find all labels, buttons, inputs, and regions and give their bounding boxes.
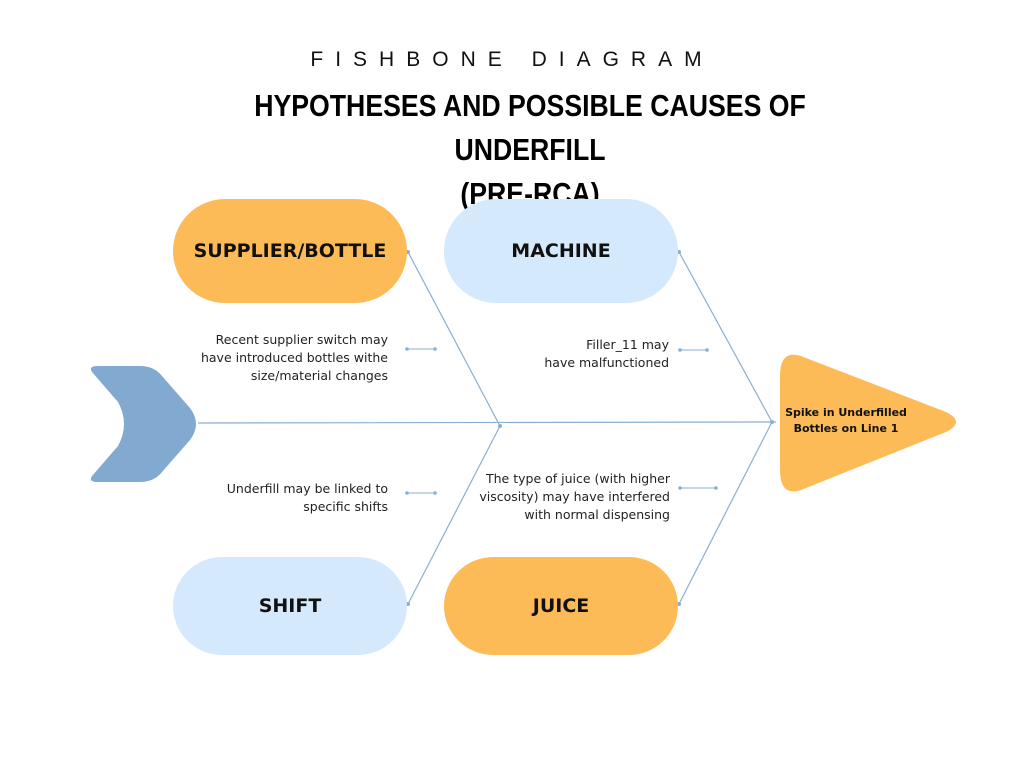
fish-tail	[90, 366, 196, 482]
cause-line: Recent supplier switch may	[215, 332, 388, 347]
bone-dot	[677, 250, 681, 254]
cause-line: specific shifts	[303, 499, 388, 514]
problem-statement: Spike in Underfilled Bottles on Line 1	[782, 405, 910, 437]
cause-line: with normal dispensing	[524, 507, 670, 522]
cause-juice: The type of juice (with higher viscosity…	[466, 470, 670, 524]
bone-machine	[678, 251, 773, 423]
cause-line: size/material changes	[250, 368, 388, 383]
bone-shift	[407, 425, 501, 605]
cause-supplier: Recent supplier switch may have introduc…	[186, 331, 388, 385]
category-supplier-bottle: SUPPLIER/BOTTLE	[173, 199, 407, 303]
connector-juice	[678, 486, 718, 490]
category-machine: MACHINE	[444, 199, 678, 303]
cause-machine: Filler_11 may have malfunctioned	[500, 336, 669, 372]
cause-line: have introduced bottles withe	[200, 350, 388, 365]
category-juice: JUICE	[444, 557, 678, 655]
connector-shift	[405, 491, 437, 495]
cause-line: viscosity) may have interfered	[479, 489, 670, 504]
problem-line-2: Bottles on Line 1	[793, 422, 899, 435]
diagram-eyebrow: FISHBONE DIAGRAM	[310, 48, 714, 71]
cause-shift: Underfill may be linked to specific shif…	[186, 480, 388, 516]
bone-dot	[406, 250, 410, 254]
connector-supplier	[405, 347, 437, 351]
fish-spine	[197, 421, 777, 424]
bone-dot	[498, 424, 502, 428]
bone-dot	[677, 602, 681, 606]
fish-head	[780, 354, 956, 492]
bone-dot	[770, 420, 774, 424]
connector-machine	[678, 348, 709, 352]
cause-line: Filler_11 may	[586, 337, 669, 352]
page-title: HYPOTHESES AND POSSIBLE CAUSES OF UNDERF…	[186, 84, 874, 216]
problem-line-1: Spike in Underfilled	[785, 406, 907, 419]
bone-dot	[406, 602, 410, 606]
cause-line: Underfill may be linked to	[226, 481, 388, 496]
category-shift: SHIFT	[173, 557, 407, 655]
bone-juice	[678, 421, 773, 605]
bone-supplier	[407, 251, 501, 427]
cause-line: The type of juice (with higher	[486, 471, 670, 486]
title-line-1: HYPOTHESES AND POSSIBLE CAUSES OF UNDERF…	[254, 88, 806, 167]
cause-line: have malfunctioned	[544, 355, 669, 370]
